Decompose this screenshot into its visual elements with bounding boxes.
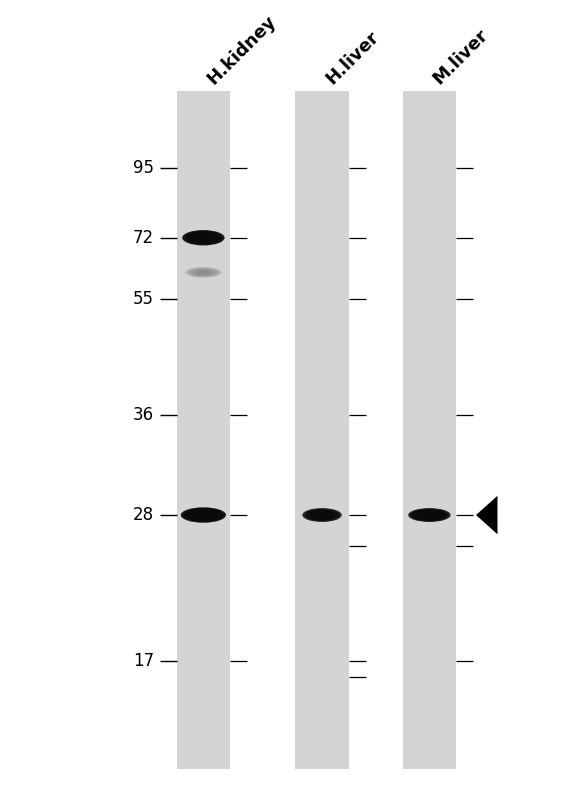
Ellipse shape xyxy=(307,510,337,521)
Ellipse shape xyxy=(195,513,211,518)
Ellipse shape xyxy=(182,230,225,246)
Ellipse shape xyxy=(196,235,211,240)
Ellipse shape xyxy=(411,509,448,522)
Ellipse shape xyxy=(201,237,206,238)
Ellipse shape xyxy=(189,268,218,277)
Text: 28: 28 xyxy=(133,506,154,524)
Ellipse shape xyxy=(315,513,329,518)
Bar xyxy=(402,91,456,769)
Ellipse shape xyxy=(198,236,208,239)
Ellipse shape xyxy=(186,509,221,521)
Ellipse shape xyxy=(181,507,226,522)
Ellipse shape xyxy=(424,514,434,517)
Ellipse shape xyxy=(185,267,221,278)
Text: M.liver: M.liver xyxy=(429,26,492,87)
Ellipse shape xyxy=(185,231,222,245)
Ellipse shape xyxy=(420,512,439,518)
Text: H.kidney: H.kidney xyxy=(203,11,280,87)
Ellipse shape xyxy=(201,514,206,516)
Ellipse shape xyxy=(302,508,342,522)
Ellipse shape xyxy=(422,513,437,518)
Text: 55: 55 xyxy=(133,290,154,308)
Ellipse shape xyxy=(318,514,327,517)
Ellipse shape xyxy=(418,511,441,519)
Ellipse shape xyxy=(415,510,444,520)
Ellipse shape xyxy=(195,270,212,275)
Text: 72: 72 xyxy=(133,229,154,246)
Ellipse shape xyxy=(189,233,218,243)
Text: 17: 17 xyxy=(133,652,154,670)
Bar xyxy=(295,91,349,769)
Ellipse shape xyxy=(320,514,324,516)
Ellipse shape xyxy=(311,511,333,519)
Ellipse shape xyxy=(193,511,214,518)
Polygon shape xyxy=(476,496,498,534)
Ellipse shape xyxy=(313,512,331,518)
Ellipse shape xyxy=(192,234,215,242)
Text: 95: 95 xyxy=(133,159,154,178)
Text: H.liver: H.liver xyxy=(322,27,382,87)
Ellipse shape xyxy=(187,268,220,278)
Ellipse shape xyxy=(309,510,335,520)
Ellipse shape xyxy=(188,510,219,520)
Ellipse shape xyxy=(408,508,451,522)
Bar xyxy=(176,91,231,769)
Ellipse shape xyxy=(183,508,224,522)
Ellipse shape xyxy=(193,270,214,275)
Ellipse shape xyxy=(305,509,340,522)
Ellipse shape xyxy=(194,234,213,242)
Ellipse shape xyxy=(191,510,216,519)
Ellipse shape xyxy=(187,232,220,244)
Ellipse shape xyxy=(198,514,208,517)
Text: 36: 36 xyxy=(133,406,154,424)
Ellipse shape xyxy=(191,269,216,276)
Ellipse shape xyxy=(413,510,446,521)
Ellipse shape xyxy=(427,514,432,516)
